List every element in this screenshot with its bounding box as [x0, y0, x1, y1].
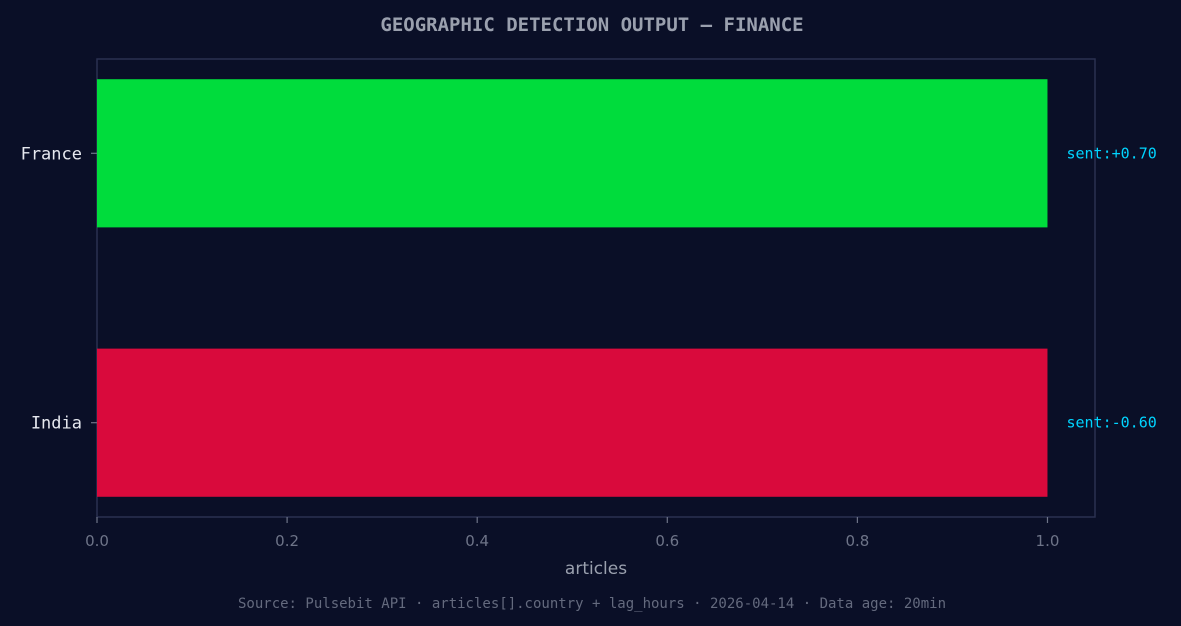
x-tick-label: 0.6 — [655, 532, 679, 550]
bar-france — [97, 79, 1048, 228]
x-axis-label: articles — [565, 559, 627, 579]
x-tick-label: 0.0 — [85, 532, 109, 550]
footer-source: Source: Pulsebit API · articles[].countr… — [238, 596, 946, 612]
plot-frame — [96, 58, 1096, 518]
chart-title: GEOGRAPHIC DETECTION OUTPUT — FINANCE — [380, 14, 803, 36]
x-tick-label: 0.8 — [845, 532, 869, 550]
y-tick-label: France — [21, 144, 82, 164]
bar-india — [97, 348, 1048, 497]
sentiment-annotation: sent:+0.70 — [1066, 144, 1156, 162]
x-tick-label: 0.2 — [275, 532, 299, 550]
x-tick-label: 0.4 — [465, 532, 489, 550]
y-tick-label: India — [31, 414, 82, 434]
x-tick-label: 1.0 — [1036, 532, 1060, 550]
sentiment-annotation: sent:-0.60 — [1066, 414, 1156, 432]
